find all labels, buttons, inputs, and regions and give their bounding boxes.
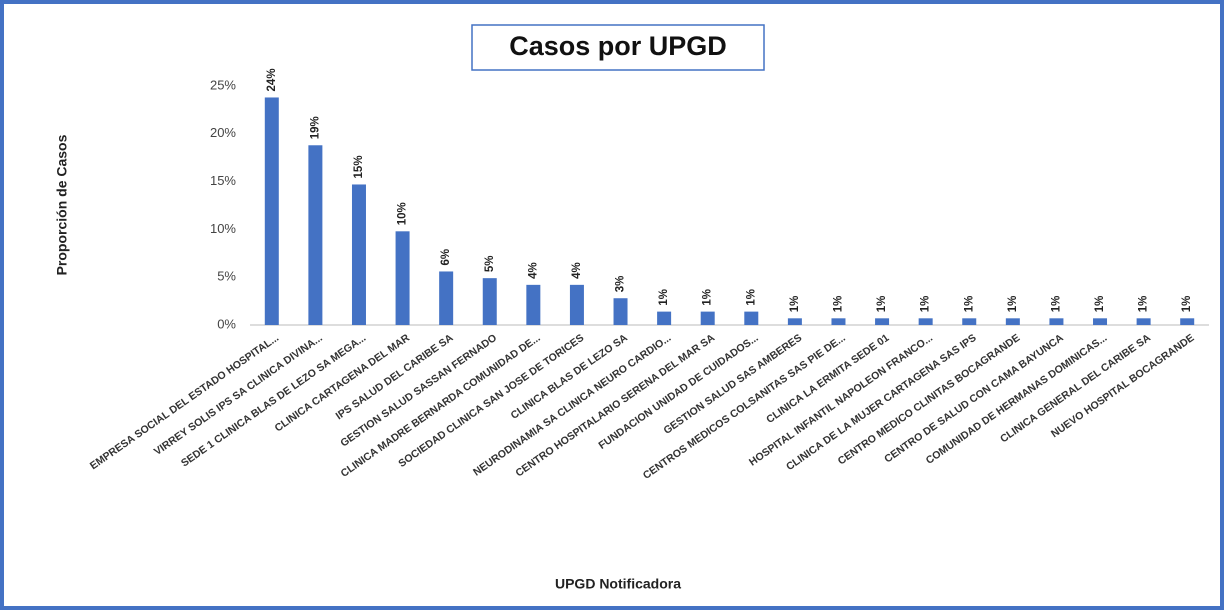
y-tick-label: 10% (210, 221, 236, 236)
data-label: 1% (745, 289, 757, 306)
bar (962, 318, 977, 325)
data-label: 1% (1094, 296, 1106, 313)
bar (1005, 318, 1020, 325)
y-tick-label: 15% (210, 173, 236, 188)
bar (613, 298, 628, 325)
data-label: 1% (1181, 296, 1193, 313)
title-box (471, 24, 765, 71)
data-label: 15% (353, 155, 365, 178)
y-tick-label: 5% (217, 269, 236, 284)
data-label: 4% (571, 262, 583, 279)
bar (351, 184, 366, 325)
data-label: 1% (1007, 296, 1019, 313)
bar (395, 231, 410, 325)
data-label: 6% (440, 249, 452, 266)
bar (1136, 318, 1151, 325)
data-label: 1% (963, 296, 975, 313)
bar (831, 318, 846, 325)
bar (657, 311, 672, 325)
y-tick-label: 0% (217, 316, 236, 331)
bar (482, 278, 497, 325)
data-label: 1% (920, 296, 932, 313)
bar (744, 311, 759, 325)
data-label: 1% (658, 289, 670, 306)
bar (787, 318, 802, 325)
bar (875, 318, 890, 325)
data-label: 5% (484, 256, 496, 273)
bar (1049, 318, 1064, 325)
bar (1093, 318, 1108, 325)
data-label: 19% (309, 116, 321, 139)
bar (918, 318, 933, 325)
data-label: 1% (876, 296, 888, 313)
bar (308, 145, 323, 325)
data-label: 4% (527, 262, 539, 279)
bar (700, 311, 715, 325)
data-label: 1% (1138, 296, 1150, 313)
chart-title: Casos por UPGD (509, 31, 727, 61)
bar (1180, 318, 1195, 325)
bar (264, 97, 279, 325)
data-label: 3% (615, 276, 627, 293)
bar (439, 271, 454, 325)
y-tick-label: 25% (210, 77, 236, 92)
x-axis-label: UPGD Notificadora (555, 576, 681, 592)
bar (569, 284, 584, 325)
data-label: 10% (397, 202, 409, 225)
data-label: 1% (789, 296, 801, 313)
bar (526, 284, 541, 325)
y-axis-label: Proporción de Casos (54, 134, 70, 275)
y-tick-label: 20% (210, 125, 236, 140)
data-label: 1% (833, 296, 845, 313)
data-label: 24% (266, 68, 278, 91)
data-label: 1% (702, 289, 714, 306)
data-label: 1% (1050, 296, 1062, 313)
